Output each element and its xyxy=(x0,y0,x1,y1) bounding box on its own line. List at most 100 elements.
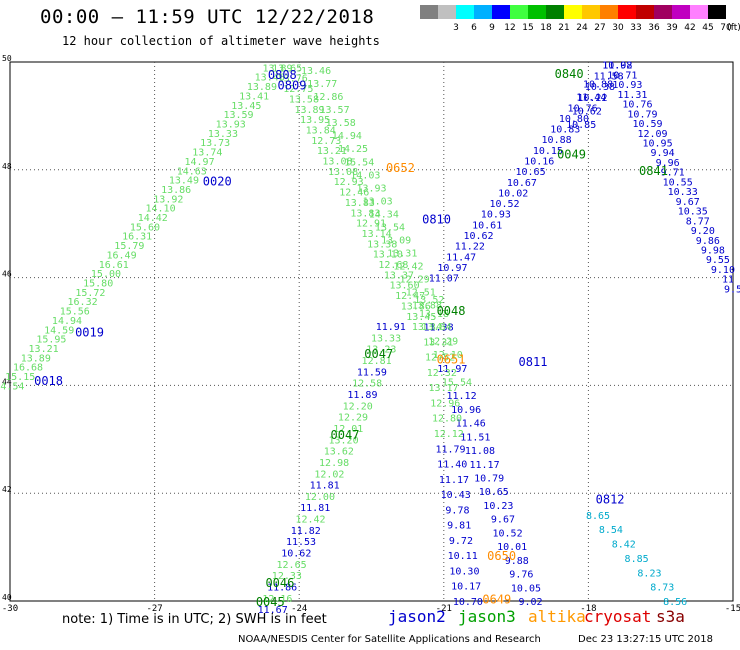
swh-value-label: 11.12 xyxy=(446,391,476,402)
scale-label: 24 xyxy=(576,23,588,33)
swh-value-label: 10.70 xyxy=(453,597,483,608)
swh-value-label: 13.58 xyxy=(289,94,319,105)
swh-value-label: 13.65 xyxy=(272,63,302,74)
swh-value-label: 11 xyxy=(722,275,734,286)
swh-value-label: 9.72 xyxy=(449,536,473,547)
swh-value-label: 13.84 xyxy=(306,125,336,136)
scale-swatch xyxy=(456,5,474,19)
scale-swatch xyxy=(708,5,726,19)
swh-value-label: 11.38 xyxy=(423,323,453,334)
swh-value-label: 13.62 xyxy=(324,447,354,458)
swh-value-label: 13.54 xyxy=(375,222,405,233)
swh-value-label: 10.17 xyxy=(451,582,481,593)
swh-value-label: 14.10 xyxy=(145,204,175,215)
swh-value-label: 10.79 xyxy=(627,109,657,120)
swh-value-label: 14.63 xyxy=(177,166,207,177)
swh-value-label: 12.29 xyxy=(338,413,368,424)
scale-label: 6 xyxy=(471,23,477,33)
footer-note: note: 1) Time is in UTC; 2) SWH is in fe… xyxy=(62,612,327,627)
swh-value-label: 9.94 xyxy=(651,148,675,159)
swh-value-label: 13.92 xyxy=(153,194,183,205)
swh-value-label: 12.00 xyxy=(305,492,335,503)
scale-swatch xyxy=(636,5,654,19)
lat-tick-label: 42 xyxy=(2,485,12,494)
scale-label: 30 xyxy=(612,23,624,33)
pass-time-label: 0808 xyxy=(268,68,297,82)
swh-value-label: 13.83 xyxy=(345,198,375,209)
scale-swatch xyxy=(672,5,690,19)
swh-value-label: 13.57 xyxy=(319,105,349,116)
swh-value-label: 13.84 xyxy=(422,322,452,333)
swh-value-label: 13.59 xyxy=(223,110,253,121)
swh-value-label: 11.53 xyxy=(286,537,316,548)
swh-value-label: 8.77 xyxy=(686,216,710,227)
pass-time-label: 0812 xyxy=(596,493,625,507)
swh-value-label: 8.65 xyxy=(586,511,610,522)
scale-unit: (ft) xyxy=(727,23,740,33)
swh-value-label: 16.61 xyxy=(99,260,129,271)
swh-value-label: 11.17 xyxy=(439,475,469,486)
swh-value-label: 15.60 xyxy=(130,222,160,233)
swh-value-label: 11.59 xyxy=(357,367,387,378)
lat-tick-label: 40 xyxy=(2,593,12,602)
swh-value-label: 12.10 xyxy=(433,350,463,361)
scale-swatch xyxy=(582,5,600,19)
pass-time-label: 0840 xyxy=(555,67,584,81)
pass-time-label: 0047 xyxy=(364,347,393,361)
swh-value-label: 14.42 xyxy=(138,213,168,224)
scale-swatch xyxy=(474,5,492,19)
swh-value-label: 13.10 xyxy=(373,250,403,261)
scale-swatch xyxy=(492,5,510,19)
scale-label: 36 xyxy=(648,23,660,33)
swh-value-label: 13.76 xyxy=(278,74,308,85)
swh-value-label: 13.17 xyxy=(428,383,458,394)
scale-swatch xyxy=(690,5,708,19)
swh-value-label: 9.71 xyxy=(661,168,685,179)
swh-value-label: 13.20 xyxy=(328,435,358,446)
swh-value-label: 13.18 xyxy=(419,309,449,320)
swh-value-label: 9.78 xyxy=(445,505,469,516)
swh-value-label: 11.58 xyxy=(594,71,624,82)
swh-value-label: 12.98 xyxy=(319,458,349,469)
swh-value-label: 10.52 xyxy=(493,528,523,539)
pass-time-label: 0045 xyxy=(256,595,285,609)
swh-value-label: 10.55 xyxy=(663,177,693,188)
swh-value-label: 11.86 xyxy=(267,582,297,593)
swh-value-label: 14.34 xyxy=(369,209,399,220)
swh-value-label: 12.51 xyxy=(406,288,436,299)
swh-value-label: 10.85 xyxy=(566,120,596,131)
pass-time-label: 0049 xyxy=(557,148,586,162)
swh-value-label: 12.42 xyxy=(295,515,325,526)
swh-value-label: 15.72 xyxy=(75,288,105,299)
pass-time-label: 0046 xyxy=(265,576,294,590)
swh-value-label: 11.31 xyxy=(617,90,647,101)
swh-value-label: 10.93 xyxy=(481,210,511,221)
swh-value-label: 11.44 xyxy=(576,93,606,104)
swh-value-label: 13.49 xyxy=(169,176,199,187)
swh-value-label: 12.29 xyxy=(400,274,430,285)
swh-value-label: 9.10 xyxy=(711,265,735,276)
swh-value-label: 12.20 xyxy=(343,401,373,412)
lon-tick-label: -27 xyxy=(146,604,162,614)
generation-timestamp: Dec 23 13:27:15 UTC 2018 xyxy=(578,634,713,645)
swh-value-label: 10.30 xyxy=(449,566,479,577)
swh-value-label: 11.51 xyxy=(460,432,490,443)
swh-value-label: 11.17 xyxy=(469,460,499,471)
swh-value-label: 10.01 xyxy=(497,542,527,553)
page-title: 00:00 – 11:59 UTC 12/22/2018 xyxy=(40,6,375,28)
swh-value-label: 10.93 xyxy=(612,80,642,91)
swh-value-label: 15.00 xyxy=(91,269,121,280)
legend-item-jason2: jason2 xyxy=(388,607,446,626)
lon-tick-label: -24 xyxy=(291,604,307,614)
swh-value-label: 13.89 xyxy=(247,82,277,93)
swh-value-label: 15.56 xyxy=(60,307,90,318)
swh-value-label: 9.98 xyxy=(701,245,725,256)
swh-value-label: 10.62 xyxy=(572,107,602,118)
swh-value-label: 10.43 xyxy=(441,490,471,501)
swh-value-label: 10.33 xyxy=(668,187,698,198)
legend-item-altika: altika xyxy=(528,607,586,626)
swh-value-label: 14.59 xyxy=(44,325,74,336)
legend-item-cryosat: cryosat xyxy=(584,607,652,626)
pass-time-label: 0048 xyxy=(437,304,466,318)
